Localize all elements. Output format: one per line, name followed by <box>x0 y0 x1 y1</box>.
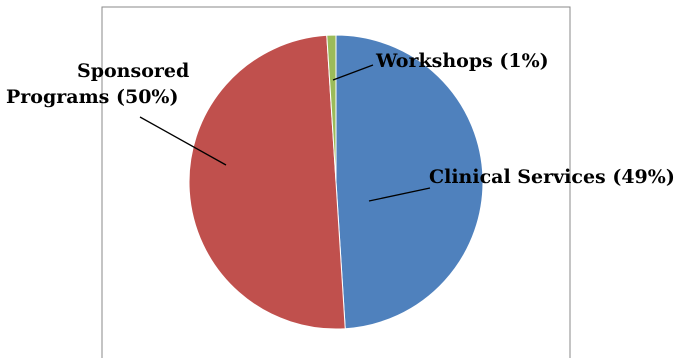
leader-line-clinical-services <box>368 187 431 202</box>
pie-slice-workshops <box>326 34 337 183</box>
leader-line-sponsored-programs <box>139 116 227 166</box>
pie-slice-clinical-services <box>335 34 484 330</box>
label-sponsored-programs-line2: Programs (50%) <box>6 86 178 108</box>
leader-line-workshops <box>332 64 374 81</box>
label-clinical-services: Clinical Services (49%) <box>429 166 675 188</box>
label-sponsored-programs-line1: Sponsored <box>77 60 189 82</box>
chart-frame <box>101 6 571 358</box>
label-workshops: Workshops (1%) <box>375 50 549 72</box>
pie-slice-sponsored-programs <box>188 34 346 330</box>
